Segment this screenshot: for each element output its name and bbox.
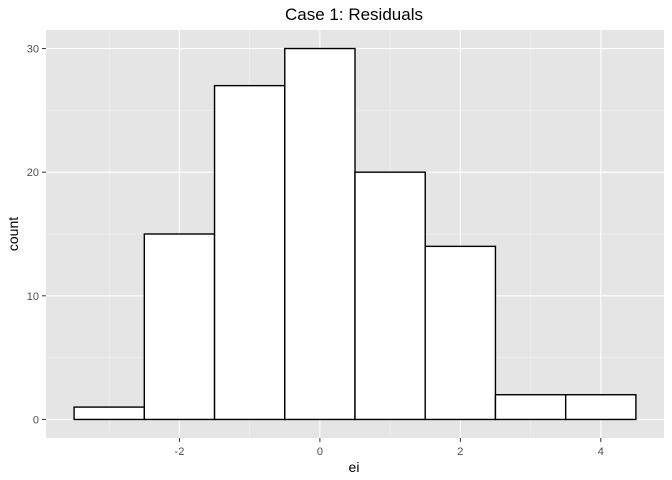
histogram-bar [494,394,567,421]
x-axis: -2 0 2 4 [175,438,604,458]
histogram-bar [73,406,146,421]
y-tick-label: 30 [27,44,39,56]
histogram-bar [564,394,637,421]
chart-title: Case 1: Residuals [285,5,423,24]
x-tick-label: 0 [317,446,323,458]
x-tick-label: -2 [175,446,185,458]
y-tick-label: 20 [27,167,39,179]
x-axis-title: ei [349,459,360,475]
x-tick-label: 4 [598,446,604,458]
histogram-bar [284,47,356,421]
y-axis-title: count [5,217,21,251]
y-tick-label: 10 [27,291,39,303]
y-tick-label: 0 [33,414,39,426]
x-tick-label: 2 [457,446,463,458]
histogram-bar [354,171,426,421]
histogram-bar [143,233,216,421]
histogram-bar [424,245,497,421]
histogram-bar [213,84,286,421]
y-axis: 0 10 20 30 [27,44,46,426]
histogram-bars [73,47,637,421]
